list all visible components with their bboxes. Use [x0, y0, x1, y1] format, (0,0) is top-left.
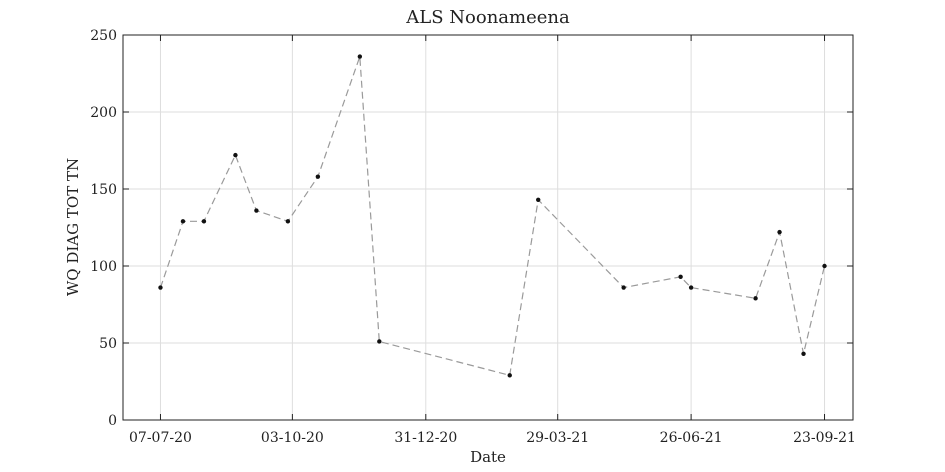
plot-frame: [122, 34, 854, 421]
series-layer: [158, 54, 827, 378]
data-point: [357, 54, 363, 59]
data-point: [254, 208, 259, 213]
data-point: [822, 263, 827, 269]
x-axis-label: Date: [470, 448, 506, 466]
x-tick-label: 23-09-21: [793, 430, 856, 446]
y-tick-label: 250: [90, 28, 117, 44]
y-tick-label: 150: [90, 182, 117, 198]
data-point: [201, 219, 207, 224]
data-point: [507, 373, 512, 378]
data-point: [678, 274, 683, 279]
y-tick-label: 100: [90, 259, 117, 275]
y-axis-label: WQ DIAG TOT TN: [64, 158, 82, 296]
data-point: [158, 285, 163, 290]
axis-ticks: 0 50 100 150 200 250 07-07-20 03-10-20 31-12-20 2…: [90, 28, 856, 446]
data-point: [801, 351, 806, 356]
data-point: [180, 219, 186, 224]
chart-title: ALS Noonameena: [405, 7, 570, 28]
x-tick-label: 07-07-20: [129, 430, 192, 446]
x-tick-label: 03-10-20: [261, 430, 324, 446]
data-point: [753, 296, 758, 301]
data-point: [536, 197, 541, 202]
x-tick-label: 29-03-21: [526, 430, 589, 446]
data-point: [233, 152, 238, 158]
y-tick-label: 0: [108, 413, 117, 429]
data-point: [377, 339, 382, 344]
x-tick-label: 26-06-21: [660, 430, 723, 446]
data-point: [285, 219, 291, 224]
data-point: [777, 229, 782, 235]
y-tick-label: 50: [99, 336, 117, 352]
data-point: [688, 285, 694, 290]
data-point: [315, 174, 321, 179]
data-point: [621, 285, 626, 290]
y-tick-label: 200: [90, 105, 117, 121]
x-tick-label: 31-12-20: [394, 430, 457, 446]
grid-lines: [123, 35, 853, 420]
